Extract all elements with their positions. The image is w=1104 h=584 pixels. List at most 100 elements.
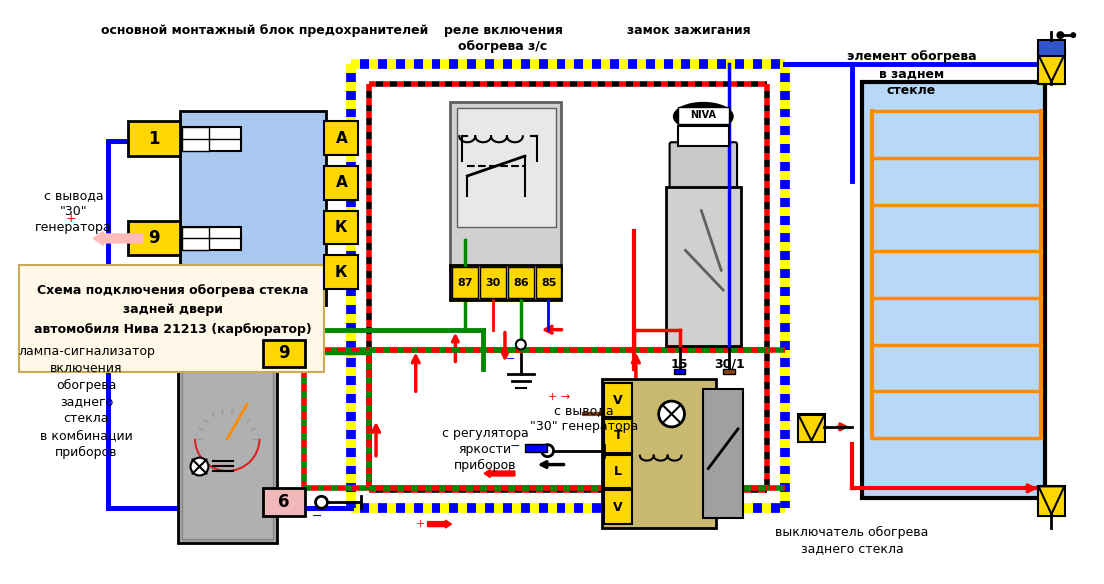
Text: задней двери: задней двери: [123, 303, 223, 317]
Polygon shape: [1039, 55, 1064, 82]
Text: стекле: стекле: [887, 84, 936, 97]
Bar: [1038, 40, 1065, 56]
Bar: [604, 383, 631, 417]
Bar: [604, 491, 631, 524]
Text: 30: 30: [486, 278, 501, 288]
Text: Схема подключения обогрева стекла: Схема подключения обогрева стекла: [36, 283, 308, 297]
Bar: [180, 112, 327, 305]
Bar: [453, 267, 478, 298]
Text: приборов: приборов: [55, 446, 118, 459]
Bar: [450, 102, 562, 270]
Bar: [862, 82, 1045, 498]
FancyArrow shape: [427, 520, 452, 528]
Text: заднего стекла: заднего стекла: [800, 543, 903, 555]
Text: +: +: [416, 519, 425, 529]
Circle shape: [1057, 31, 1064, 39]
Bar: [678, 126, 729, 146]
Bar: [450, 265, 562, 300]
Text: 86: 86: [513, 278, 529, 288]
Circle shape: [516, 340, 526, 349]
Polygon shape: [1039, 486, 1064, 514]
Text: +: +: [506, 468, 514, 478]
FancyBboxPatch shape: [670, 142, 737, 191]
Ellipse shape: [673, 103, 733, 130]
Bar: [263, 488, 305, 516]
Bar: [178, 330, 277, 543]
Text: элемент обогрева: элемент обогрева: [847, 50, 976, 64]
Text: генератора: генератора: [35, 221, 112, 234]
Text: 1: 1: [148, 130, 160, 148]
Text: в комбинации: в комбинации: [40, 429, 132, 442]
Bar: [1038, 54, 1065, 84]
Text: заднего: заднего: [60, 395, 113, 409]
Circle shape: [1070, 32, 1076, 38]
Text: лампа-сигнализатор: лампа-сигнализатор: [18, 345, 155, 358]
Bar: [182, 127, 241, 151]
Text: замок зажигания: замок зажигания: [627, 24, 751, 37]
Bar: [325, 255, 358, 289]
Text: 9: 9: [278, 345, 289, 363]
Bar: [673, 369, 686, 374]
Text: обогрева: обогрева: [56, 378, 117, 392]
Bar: [325, 166, 358, 200]
Bar: [128, 121, 180, 156]
Text: V: V: [613, 394, 623, 406]
Text: +: +: [65, 212, 76, 225]
Text: выключатель обогрева: выключатель обогрева: [775, 526, 928, 538]
Bar: [457, 107, 555, 227]
Bar: [666, 187, 741, 346]
Text: −: −: [507, 354, 516, 364]
Text: с вывода: с вывода: [44, 189, 104, 202]
Text: 15: 15: [671, 358, 688, 371]
Text: основной монтажный блок предохранителей: основной монтажный блок предохранителей: [102, 24, 428, 37]
Text: V: V: [613, 500, 623, 514]
Circle shape: [191, 458, 209, 475]
Text: включения: включения: [50, 362, 123, 375]
FancyArrow shape: [94, 231, 142, 245]
Bar: [19, 265, 325, 373]
Bar: [182, 333, 273, 539]
Bar: [128, 221, 180, 255]
Text: −: −: [311, 510, 321, 523]
Bar: [182, 227, 241, 251]
Text: К: К: [336, 265, 348, 280]
Bar: [524, 444, 546, 451]
Text: приборов: приборов: [454, 459, 517, 472]
Text: 9: 9: [148, 230, 160, 248]
Text: L: L: [614, 465, 622, 478]
Text: К: К: [336, 220, 348, 235]
Circle shape: [316, 496, 328, 508]
Bar: [263, 340, 305, 367]
Text: 30/1: 30/1: [713, 358, 744, 371]
Text: стекла: стекла: [64, 412, 109, 426]
Text: 85: 85: [541, 278, 556, 288]
Bar: [604, 455, 631, 488]
Bar: [602, 379, 716, 528]
Text: "30": "30": [60, 205, 87, 218]
Bar: [325, 121, 358, 155]
Polygon shape: [798, 415, 825, 441]
FancyArrow shape: [485, 470, 514, 478]
Text: с регулятора: с регулятора: [442, 427, 529, 440]
Bar: [182, 127, 210, 151]
Text: 6: 6: [278, 493, 289, 511]
Text: обогрева з/с: обогрева з/с: [458, 40, 548, 53]
Text: автомобиля Нива 21213 (карбюратор): автомобиля Нива 21213 (карбюратор): [34, 323, 311, 336]
Bar: [508, 267, 533, 298]
Text: реле включения: реле включения: [444, 24, 562, 37]
Text: NIVA: NIVA: [690, 110, 716, 120]
Bar: [678, 106, 729, 124]
Bar: [1038, 486, 1065, 516]
Bar: [480, 267, 506, 298]
Bar: [797, 414, 826, 442]
Text: −: −: [510, 440, 520, 453]
Text: + →: + →: [549, 392, 571, 402]
Bar: [535, 267, 562, 298]
Text: в заднем: в заднем: [879, 67, 944, 81]
Text: А: А: [336, 131, 347, 146]
Text: с вывода: с вывода: [554, 405, 614, 418]
Bar: [723, 369, 735, 374]
Text: "30" генератора: "30" генератора: [530, 420, 638, 433]
Bar: [182, 227, 210, 251]
Text: яркости: яркости: [458, 443, 511, 456]
